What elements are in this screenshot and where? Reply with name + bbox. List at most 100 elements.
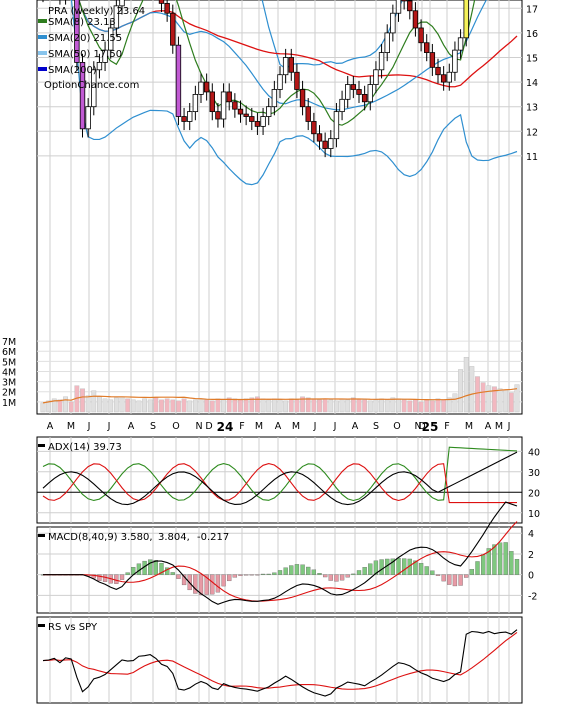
candle-body [192, 94, 199, 113]
macd-histogram-bar [345, 574, 350, 578]
macd-tick-label: -2 [528, 591, 537, 602]
macd-histogram-bar [294, 564, 300, 575]
volume-bar [317, 399, 322, 413]
macd-histogram-bar [215, 574, 221, 593]
volume-bar [91, 390, 97, 413]
macd-histogram-bar [91, 574, 96, 579]
candle-body [429, 52, 436, 68]
candle-body [249, 116, 255, 122]
rs-panel-frame [36, 616, 523, 704]
candle-body [395, 0, 402, 14]
volume-bar [429, 400, 435, 413]
volume-bar [475, 376, 480, 413]
volume-bar [390, 397, 396, 413]
candle-body [390, 12, 396, 34]
volume-bar [514, 384, 520, 413]
candle-body [74, 0, 80, 63]
month-tick-label: 25 [422, 420, 439, 434]
volume-bar [170, 399, 176, 413]
adx-line [42, 451, 518, 506]
month-tick-label: O [172, 421, 179, 432]
adx-plus-di-line [42, 446, 518, 502]
candle-body [407, 0, 413, 12]
candle-body [96, 62, 103, 71]
volume-bar [362, 399, 368, 413]
month-tick-label: S [150, 421, 156, 432]
price-tick-label: 13 [526, 103, 538, 114]
macd-histogram-bar [176, 574, 181, 579]
month-tick-label: J [333, 421, 337, 432]
macd-histogram-bar [452, 574, 458, 587]
volume-bar [373, 399, 379, 413]
macd-histogram-bar [300, 564, 305, 575]
bollinger-upper-line [261, 0, 404, 70]
macd-histogram-bar [97, 574, 102, 581]
volume-average-line [42, 388, 518, 404]
candle-body [164, 2, 170, 14]
macd-histogram-bar [435, 574, 441, 576]
macd-histogram-bar [243, 574, 249, 576]
macd-histogram-bar [119, 574, 125, 580]
macd-histogram-bar [464, 574, 469, 578]
macd-histogram-bar [503, 542, 508, 575]
macd-histogram-bar [260, 573, 266, 575]
month-tick-label: N [195, 421, 202, 432]
candle-body [339, 98, 345, 113]
price-tick-label: 16 [526, 29, 538, 40]
candle-body [299, 89, 306, 108]
month-tick-label: M [67, 421, 75, 432]
candle-body [271, 89, 278, 108]
macd-histogram-bar [114, 574, 119, 584]
month-tick-label: M [255, 421, 263, 432]
sma20-legend-label: SMA(20) 21.55 [48, 33, 122, 44]
macd-histogram-bar [277, 570, 283, 575]
candle-body [119, 0, 125, 7]
sma200-swatch [38, 67, 47, 71]
macd-line [43, 501, 518, 605]
macd-histogram-bar [514, 559, 520, 575]
month-tick-label: D [205, 421, 212, 432]
watermark: OptionChance.com [44, 80, 139, 91]
rs-average-line [42, 632, 518, 690]
candle-body [108, 27, 114, 51]
volume-bar [334, 400, 339, 413]
volume-bar [198, 398, 204, 413]
month-tick-label: A [128, 421, 135, 432]
volume-bar [209, 400, 215, 413]
price-candles [42, 0, 469, 158]
volume-bar [142, 398, 147, 413]
volume-bar [350, 397, 356, 413]
macd-histogram-bar [238, 574, 243, 576]
rs-swatch [38, 624, 45, 627]
candle-body [328, 138, 334, 149]
month-tick-label: J [507, 421, 511, 432]
volume-bar [164, 398, 170, 413]
volume-bar [271, 398, 277, 413]
adx-tick-label: 20 [528, 488, 540, 499]
macd-histogram-bar [322, 574, 328, 578]
volume-bar [159, 399, 164, 413]
candle-body [266, 106, 272, 117]
volume-bar [401, 399, 407, 413]
macd-histogram-bar [458, 574, 463, 586]
candle-body [378, 52, 385, 71]
macd-histogram-bar [379, 559, 384, 575]
volume-bar [322, 398, 328, 413]
candle-body [215, 111, 221, 120]
volume-bar [260, 398, 266, 413]
candle-body [401, 0, 407, 2]
macd-histogram-bar [475, 561, 480, 575]
candle-body [243, 113, 249, 117]
candle-body [237, 108, 244, 115]
macd-histogram-bar [334, 574, 339, 582]
volume-bar [238, 399, 243, 413]
volume-bar [345, 399, 351, 413]
macd-histogram-bar [148, 559, 153, 575]
candle-body [305, 106, 311, 122]
macd-tick-label: 4 [528, 529, 534, 540]
volume-bar [51, 398, 57, 413]
adx-tick-label: 10 [528, 509, 540, 520]
volume-bar [226, 397, 232, 413]
volume-bar [243, 398, 249, 413]
volume-bar [221, 399, 226, 413]
